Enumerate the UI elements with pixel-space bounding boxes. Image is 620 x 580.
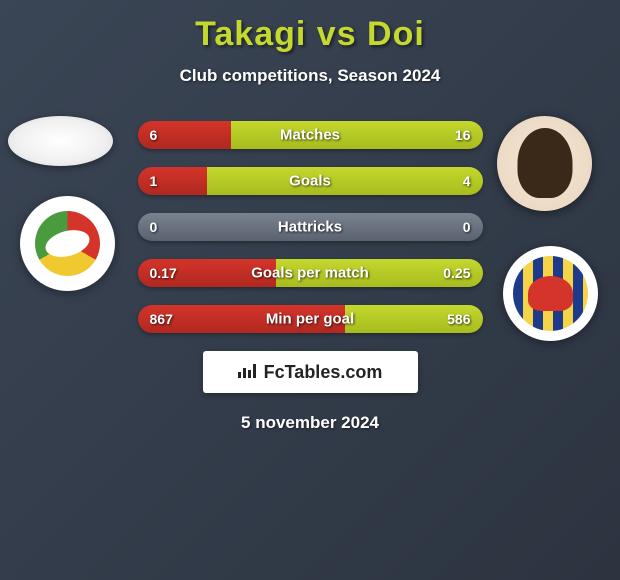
- bar-left: [138, 167, 207, 195]
- stat-row-hattricks: 0 Hattricks 0: [138, 213, 483, 241]
- page-subtitle: Club competitions, Season 2024: [0, 66, 620, 86]
- stat-row-gpm: 0.17 Goals per match 0.25: [138, 259, 483, 287]
- comparison-area: 6 Matches 16 1 Goals 4 0 Hattricks 0 0: [0, 116, 620, 433]
- stat-label: Matches: [280, 127, 340, 144]
- team-right-badge: [503, 246, 598, 341]
- stat-label: Min per goal: [266, 311, 354, 328]
- stat-val-right: 0: [463, 219, 471, 235]
- player-left-avatar: [8, 116, 113, 166]
- stat-val-left: 6: [150, 127, 158, 143]
- player-right-avatar: [497, 116, 592, 211]
- page-title: Takagi vs Doi: [0, 15, 620, 54]
- stat-row-mpg: 867 Min per goal 586: [138, 305, 483, 333]
- brand-text: FcTables.com: [264, 362, 383, 383]
- stat-label: Hattricks: [278, 219, 342, 236]
- stat-row-matches: 6 Matches 16: [138, 121, 483, 149]
- stat-val-right: 4: [463, 173, 471, 189]
- main-container: Takagi vs Doi Club competitions, Season …: [0, 0, 620, 448]
- stat-val-left: 0: [150, 219, 158, 235]
- stat-label: Goals: [289, 173, 331, 190]
- brand-logo: FcTables.com: [203, 351, 418, 393]
- stat-val-left: 867: [150, 311, 173, 327]
- stat-row-goals: 1 Goals 4: [138, 167, 483, 195]
- stat-val-left: 1: [150, 173, 158, 189]
- stat-val-right: 0.25: [443, 265, 470, 281]
- stats-list: 6 Matches 16 1 Goals 4 0 Hattricks 0 0: [138, 116, 483, 333]
- stat-val-left: 0.17: [150, 265, 177, 281]
- chart-icon: [238, 362, 258, 383]
- stat-val-right: 586: [447, 311, 470, 327]
- bar-right: [231, 121, 483, 149]
- team-left-badge: [20, 196, 115, 291]
- stat-label: Goals per match: [251, 265, 369, 282]
- bar-right: [207, 167, 483, 195]
- footer-date: 5 november 2024: [10, 413, 610, 433]
- stat-val-right: 16: [455, 127, 471, 143]
